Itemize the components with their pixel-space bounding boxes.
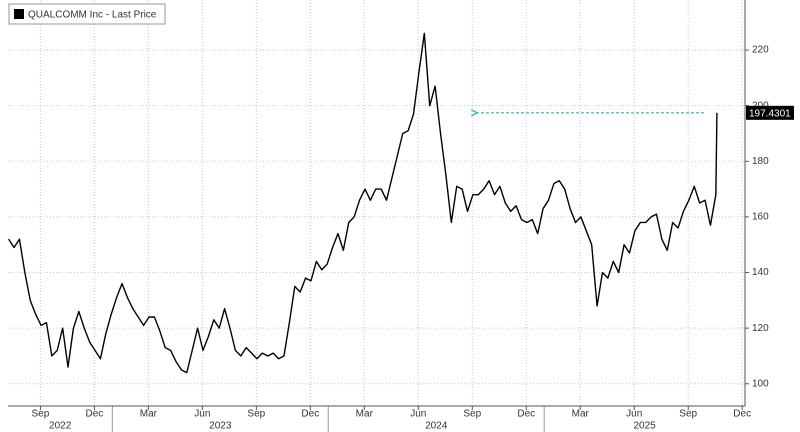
y-tick-label: 140 — [752, 267, 769, 278]
year-label: 2025 — [633, 421, 656, 432]
legend-swatch — [14, 9, 24, 19]
y-tick-label: 160 — [752, 212, 769, 223]
x-tick-label: Dec — [517, 409, 535, 420]
year-label: 2022 — [49, 421, 72, 432]
y-tick-label: 120 — [752, 323, 769, 334]
x-tick-label: Sep — [679, 409, 697, 420]
x-tick-label: Mar — [356, 409, 374, 420]
y-tick-label: 180 — [752, 156, 769, 167]
x-tick-label: Dec — [85, 409, 103, 420]
y-tick-label: 200 — [752, 100, 769, 111]
x-tick-label: Mar — [140, 409, 158, 420]
x-tick-label: Mar — [572, 409, 590, 420]
x-tick-label: Sep — [463, 409, 481, 420]
x-tick-label: Sep — [31, 409, 49, 420]
last-price-box — [746, 105, 794, 120]
y-tick-label: 100 — [752, 378, 769, 389]
x-tick-label: Sep — [247, 409, 265, 420]
x-tick-label: Jun — [410, 409, 426, 420]
year-label: 2024 — [425, 421, 448, 432]
year-label: 2023 — [209, 421, 232, 432]
x-tick-label: Jun — [194, 409, 210, 420]
last-price-label: 197.4301 — [749, 108, 791, 119]
y-tick-label: 220 — [752, 45, 769, 56]
legend-box — [8, 3, 166, 25]
x-tick-label: Jun — [626, 409, 642, 420]
legend-label: QUALCOMM Inc - Last Price — [28, 10, 157, 21]
price-line — [8, 32, 718, 374]
x-tick-label: Dec — [733, 409, 751, 420]
x-tick-label: Dec — [301, 409, 319, 420]
